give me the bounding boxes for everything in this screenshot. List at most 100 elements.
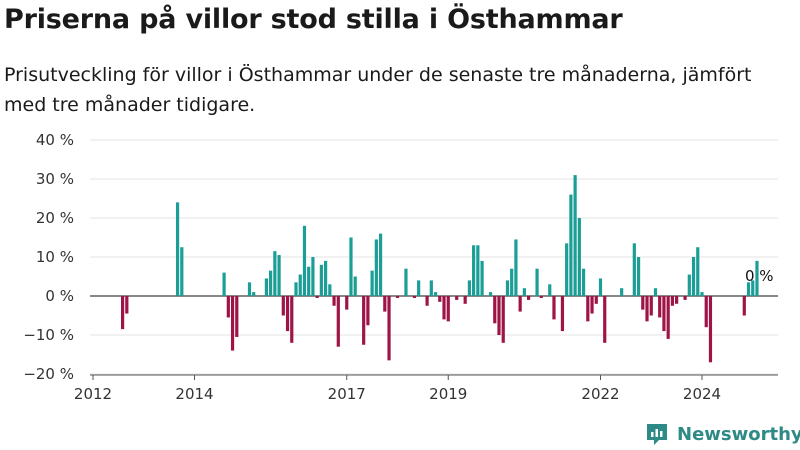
bar: [302, 225, 307, 296]
bar: [269, 270, 273, 296]
bar: [539, 296, 543, 298]
bar: [328, 284, 332, 296]
bar: [675, 296, 679, 304]
bar: [319, 264, 323, 296]
bar: [404, 268, 408, 296]
bar: [590, 296, 594, 314]
newsworthy-brand[interactable]: Newsworthy: [644, 420, 800, 448]
bar: [175, 202, 180, 296]
bar: [666, 296, 670, 339]
bar: [273, 251, 277, 296]
bar: [290, 296, 294, 343]
bar: [298, 274, 302, 296]
x-tick-label: 2024: [683, 385, 721, 403]
bar: [235, 296, 239, 337]
bar: [594, 296, 598, 304]
x-tick-label: 2012: [74, 385, 112, 403]
bar: [573, 175, 577, 296]
bar: [683, 296, 687, 300]
chart-title: Priserna på villor stod stilla i Östhamm…: [4, 4, 623, 35]
bar: [374, 239, 378, 296]
annotations: 0 %: [745, 267, 774, 285]
bar: [577, 218, 581, 296]
y-tick-label: −10 %: [23, 326, 74, 344]
bar: [522, 288, 526, 296]
bar: [366, 296, 370, 326]
bar: [252, 292, 256, 296]
bar: [700, 292, 704, 296]
bar: [598, 278, 603, 296]
bar: [552, 296, 556, 320]
bar: [387, 296, 391, 361]
bar: [653, 288, 658, 296]
bar: [755, 260, 759, 296]
bar: [560, 296, 565, 332]
bar: [696, 247, 700, 296]
bar: [222, 272, 226, 296]
bar: [467, 280, 471, 296]
bar: [226, 296, 230, 318]
bar: [285, 296, 290, 332]
bar: [505, 280, 510, 296]
bar: [412, 296, 417, 298]
y-tick-label: −20 %: [23, 365, 74, 383]
bar: [315, 296, 319, 298]
bar: [281, 296, 285, 316]
gridlines: [90, 139, 778, 375]
bars: [121, 175, 759, 363]
bar: [649, 296, 653, 316]
bar: [324, 260, 328, 296]
bar: [548, 284, 552, 296]
bar: [395, 296, 400, 298]
chart-subtitle: Prisutveckling för villor i Östhammar un…: [4, 64, 752, 116]
bar: [247, 282, 252, 296]
bar: [708, 296, 713, 363]
x-tick-label: 2014: [175, 385, 213, 403]
bar: [353, 276, 357, 296]
bar: [429, 280, 433, 296]
bar: [480, 260, 484, 296]
bar: [455, 296, 459, 300]
x-tick-label: 2017: [328, 385, 366, 403]
bar: [294, 282, 298, 296]
y-tick-label: 20 %: [36, 209, 74, 227]
bar: [125, 296, 129, 314]
y-tick-label: 10 %: [36, 248, 74, 266]
bar: [180, 247, 184, 296]
bar: [370, 270, 374, 296]
newsworthy-logo-icon: [647, 424, 667, 445]
bar: [425, 296, 429, 306]
brand-name: Newsworthy: [677, 423, 800, 445]
bar: [527, 296, 531, 300]
bar: [691, 257, 696, 296]
bar: [704, 296, 708, 328]
bar: [658, 296, 662, 318]
bar: [535, 268, 539, 296]
bar: [569, 194, 573, 296]
x-tick-label: 2019: [429, 385, 467, 403]
bar: [742, 296, 746, 316]
y-axis-ticks: 40 % 30 % 20 % 10 % 0 % −10 % −20 %: [23, 131, 74, 383]
bar: [586, 296, 590, 322]
y-tick-label: 30 %: [36, 170, 74, 188]
bar: [565, 243, 569, 296]
bar: [472, 245, 476, 296]
bar: [349, 237, 353, 296]
bar: [463, 296, 467, 304]
bar: [632, 243, 636, 296]
bar: [311, 257, 315, 296]
latest-value-label: 0 %: [745, 267, 774, 285]
bar: [641, 296, 645, 310]
y-tick-label: 40 %: [36, 131, 74, 149]
bar: [332, 296, 336, 306]
bar: [493, 296, 497, 324]
bar: [662, 296, 666, 332]
bar: [277, 255, 281, 296]
bar: [476, 245, 480, 296]
bar: [442, 296, 446, 320]
x-axis: 2012 2014 2017 2019 2022 2024: [74, 374, 778, 403]
bar: [620, 288, 624, 296]
bar: [264, 278, 268, 296]
bar: [383, 296, 387, 312]
